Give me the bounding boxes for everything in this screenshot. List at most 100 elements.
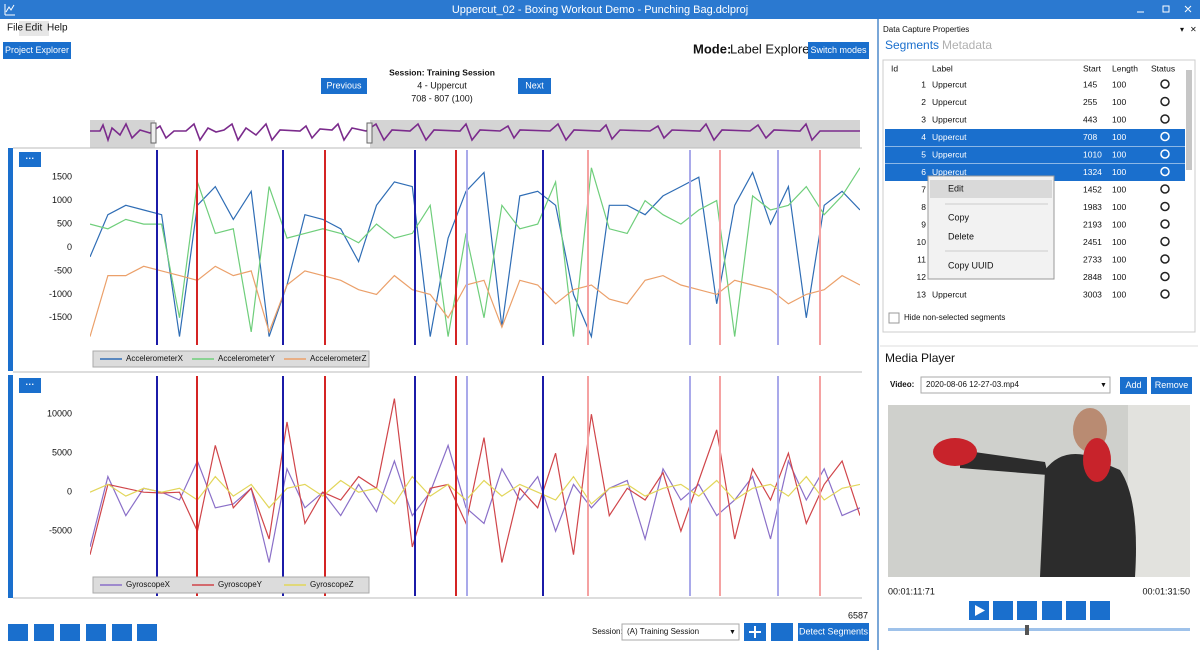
player-button[interactable] xyxy=(1042,601,1062,620)
play-icon xyxy=(975,605,985,616)
row-id: 7 xyxy=(921,184,926,194)
video-person-arm xyxy=(960,450,1048,475)
row-start: 2733 xyxy=(1083,254,1102,264)
column-header: Start xyxy=(1083,63,1102,73)
y-tick-label: 5000 xyxy=(52,448,72,458)
tool-button[interactable] xyxy=(34,624,54,641)
menu-item: Help xyxy=(47,23,68,34)
row-start: 2193 xyxy=(1083,219,1102,229)
video-background xyxy=(1128,405,1190,577)
previous-button-label: Previous xyxy=(326,80,362,90)
switch-modes-button[interactable] xyxy=(808,42,869,59)
plus-icon xyxy=(749,626,761,638)
project-explorer-button-label: Project Explorer xyxy=(5,45,69,55)
panel-close-icon[interactable]: ✕ xyxy=(1190,25,1197,34)
previous-button[interactable] xyxy=(321,78,367,94)
status-icon xyxy=(1160,184,1170,194)
chart-options-button[interactable] xyxy=(19,152,41,167)
row-start: 255 xyxy=(1083,97,1097,107)
overview-handle[interactable] xyxy=(366,122,373,144)
status-icon xyxy=(1160,79,1170,89)
row-id: 6 xyxy=(921,167,926,177)
row-label: Uppercut xyxy=(932,114,967,124)
video-label: Video: xyxy=(890,380,914,389)
row-start: 145 xyxy=(1083,79,1097,89)
title-bar xyxy=(0,0,1200,19)
seek-handle[interactable] xyxy=(1025,625,1029,635)
sample-count: 6587 xyxy=(848,610,868,620)
player-button[interactable] xyxy=(1090,601,1110,620)
column-header: Label xyxy=(932,63,953,73)
panel-accent xyxy=(8,375,13,598)
tool-button[interactable] xyxy=(8,624,28,641)
row-length: 100 xyxy=(1112,254,1126,264)
remove-video-button-label: Remove xyxy=(1155,380,1189,390)
overview-handle[interactable] xyxy=(150,122,157,144)
window-controls[interactable] xyxy=(1137,5,1192,13)
row-start: 1324 xyxy=(1083,167,1102,177)
chart-options-button[interactable] xyxy=(19,378,41,393)
y-tick-label: -1000 xyxy=(49,289,72,299)
context-menu-item: Copy UUID xyxy=(948,260,994,270)
row-selected[interactable] xyxy=(885,129,1185,146)
status-icon xyxy=(1160,289,1170,299)
tool-button[interactable] xyxy=(137,624,157,641)
more-button[interactable] xyxy=(771,623,793,641)
legend-label: GyroscopeY xyxy=(218,580,263,589)
video-dropdown[interactable] xyxy=(920,376,1111,394)
player-button[interactable] xyxy=(1066,601,1086,620)
legend xyxy=(92,350,370,368)
remove-video-button[interactable] xyxy=(1151,377,1192,394)
add-video-button[interactable] xyxy=(1120,377,1147,394)
seek-track[interactable] xyxy=(888,628,1190,631)
tool-button[interactable] xyxy=(86,624,106,641)
status-icon xyxy=(1160,201,1170,212)
panel-accent xyxy=(8,148,13,371)
detect-segments-button-label: Detect Segments xyxy=(799,626,869,636)
media-title: Media Player xyxy=(885,351,955,365)
status-icon xyxy=(1160,219,1170,229)
legend-label: GyroscopeZ xyxy=(310,580,354,589)
next-button[interactable] xyxy=(518,78,551,94)
session-name: Session: Training Session xyxy=(389,67,495,77)
tool-button[interactable] xyxy=(60,624,80,641)
y-tick-label: -5000 xyxy=(49,526,72,536)
project-explorer-button[interactable] xyxy=(3,42,71,59)
checkbox-label: Hide non-selected segments xyxy=(904,313,1005,322)
video-file: 2020-08-06 12-27-03.mp4 xyxy=(926,380,1020,389)
tab-active: Segments xyxy=(885,38,939,52)
row-label: Uppercut xyxy=(932,79,967,89)
context-menu-item: Delete xyxy=(948,231,974,241)
video-glove xyxy=(1083,438,1111,482)
y-tick-label: -500 xyxy=(54,265,72,275)
row-label: Uppercut xyxy=(932,149,967,159)
status-icon xyxy=(1160,149,1170,159)
session-dropdown[interactable] xyxy=(621,623,740,641)
row-id: 8 xyxy=(921,202,926,212)
row-selected[interactable] xyxy=(885,146,1185,164)
row-start: 708 xyxy=(1083,132,1097,142)
scrollbar-thumb[interactable] xyxy=(1186,70,1192,170)
player-button[interactable] xyxy=(1017,601,1037,620)
row-label: Uppercut xyxy=(932,289,967,299)
row-length: 100 xyxy=(1112,114,1126,124)
y-tick-label: 1000 xyxy=(52,195,72,205)
dropdown-arrow: ▼ xyxy=(729,629,736,636)
row-id: 1 xyxy=(921,79,926,89)
video-glove xyxy=(933,438,977,466)
status-icon xyxy=(1160,271,1170,282)
detect-segments-button[interactable] xyxy=(798,623,869,641)
status-icon xyxy=(1160,236,1170,247)
row-id: 9 xyxy=(921,219,926,229)
checkbox[interactable] xyxy=(888,312,900,324)
series-line xyxy=(90,167,860,337)
app-icon xyxy=(4,4,15,16)
panel-menu-icon[interactable]: ▾ xyxy=(1180,25,1184,34)
row-length: 100 xyxy=(1112,202,1126,212)
row-start: 3003 xyxy=(1083,289,1102,299)
overview-window[interactable] xyxy=(155,120,370,148)
y-tick-label: 0 xyxy=(67,242,72,252)
tool-button[interactable] xyxy=(112,624,132,641)
player-button[interactable] xyxy=(993,601,1013,620)
